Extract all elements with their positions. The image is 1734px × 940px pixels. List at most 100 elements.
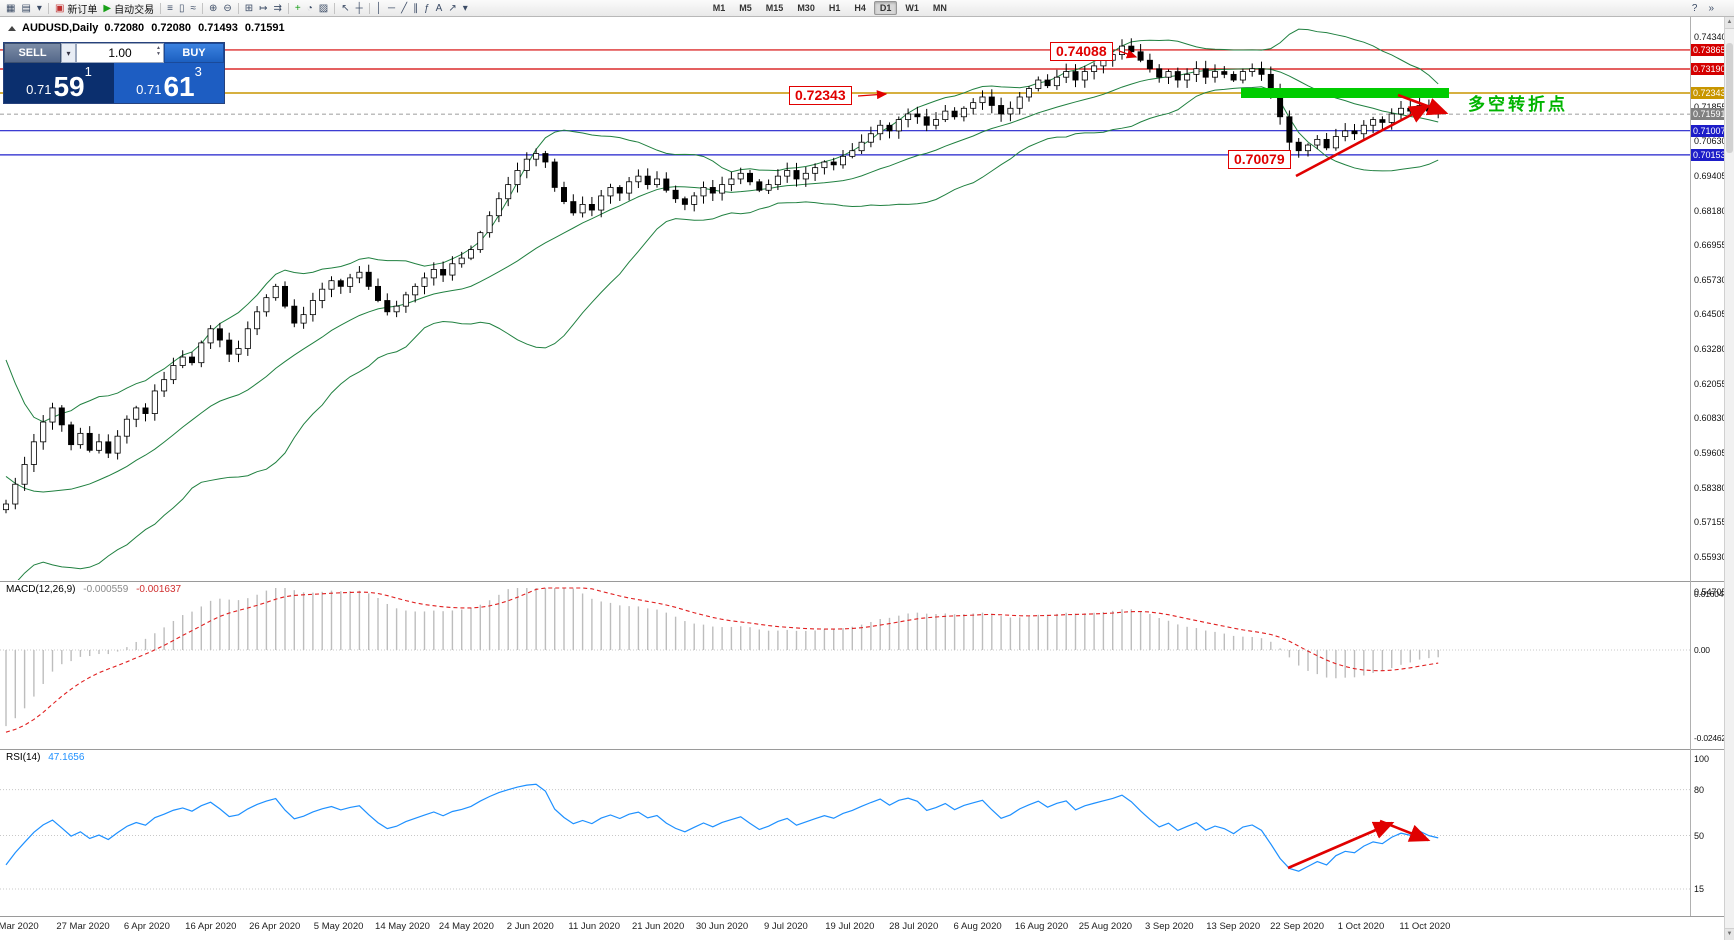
indicators-icon[interactable]: +	[294, 2, 301, 14]
timeframe-w1-button[interactable]: W1	[905, 3, 919, 13]
stepper-down-icon[interactable]: ▼	[156, 51, 161, 57]
price-tick: 0.57155	[1694, 517, 1727, 528]
date-label: 30 Jun 2020	[695, 921, 749, 932]
volume-value[interactable]: 1.00	[108, 46, 132, 60]
fibonacci-icon[interactable]: ƒ	[424, 2, 430, 14]
rsi-axis-label: 50	[1694, 830, 1705, 841]
zoom-in-icon[interactable]: ⊕	[208, 2, 218, 14]
toolbar-separator	[237, 2, 239, 14]
price-tick: 0.59605	[1694, 447, 1727, 458]
date-label: 26 Apr 2020	[249, 921, 301, 932]
toolbar-separator	[287, 2, 289, 14]
price-tick: 0.65730	[1694, 274, 1727, 285]
low-value: 0.71493	[198, 22, 238, 34]
crosshair-icon[interactable]: ┼	[355, 2, 363, 14]
chart-marker-icon	[8, 25, 16, 31]
macd-label: MACD(12,26,9) -0.000559 -0.001637	[6, 584, 186, 595]
periods-icon[interactable]: ◔	[306, 2, 313, 14]
new-chart-icon[interactable]: ▦	[6, 2, 16, 14]
sell-button[interactable]: SELL	[4, 43, 61, 63]
timeframe-m1-button[interactable]: M1	[712, 3, 726, 13]
timeframe-mn-button[interactable]: MN	[932, 3, 947, 13]
toolbar-separator	[160, 2, 162, 14]
date-label: 14 May 2020	[375, 921, 430, 932]
toolbar-more-icon[interactable]: »	[1708, 2, 1714, 14]
rsi-panel-divider[interactable]	[0, 749, 1734, 750]
buy-button[interactable]: BUY	[164, 43, 224, 63]
high-value: 0.72080	[151, 22, 191, 34]
date-label: 18 Mar 2020	[0, 921, 39, 932]
horizontal-line-icon[interactable]: ─	[387, 2, 396, 14]
one-click-trading-panel: SELL ▾ 1.00 ▲ ▼ BUY 0.71 59 1 0.71 61 3	[3, 42, 225, 104]
symbol-period-label: AUDUSD,Daily	[22, 22, 99, 34]
price-tick: 0.66955	[1694, 240, 1727, 251]
volume-dropdown[interactable]: ▾	[61, 43, 76, 63]
timeframe-h1-button[interactable]: H1	[828, 3, 841, 13]
timeframe-m15-button[interactable]: M15	[765, 3, 784, 13]
new-order-button[interactable]: ▣ 新订单	[54, 2, 98, 16]
cursor-icon[interactable]: ↖	[341, 2, 350, 14]
shapes-dropdown-icon[interactable]: ▾	[462, 2, 468, 14]
candlestick-chart-icon[interactable]: ▯	[178, 2, 185, 14]
scroll-down-icon[interactable]: ▼	[1725, 928, 1734, 940]
rsi-axis-label: 15	[1694, 884, 1705, 895]
auto-scroll-icon[interactable]: ↦	[259, 2, 268, 14]
channel-icon[interactable]: ∥	[413, 2, 419, 14]
date-label: 6 Apr 2020	[123, 921, 170, 932]
macd-panel[interactable]	[0, 582, 1690, 748]
price-tick: 0.70630	[1694, 136, 1727, 147]
trendline-icon[interactable]: ╱	[401, 2, 408, 14]
chart-shift-icon[interactable]: ⇉	[273, 2, 282, 14]
vertical-scrollbar[interactable]: ▲ ▼	[1724, 17, 1734, 940]
timeframe-h4-button[interactable]: H4	[854, 3, 866, 13]
volume-input[interactable]: 1.00 ▲ ▼	[76, 43, 164, 63]
rsi-axis-label: 80	[1694, 784, 1705, 795]
date-label: 13 Sep 2020	[1206, 921, 1261, 932]
bar-chart-icon[interactable]: ≡	[167, 2, 173, 14]
toolbar-separator	[201, 2, 203, 14]
macd-panel-divider[interactable]	[0, 581, 1734, 582]
date-label: 2 Jun 2020	[506, 921, 554, 932]
ohlc-readout: 0.72080 0.72080 0.71493 0.71591	[104, 22, 288, 34]
date-label: 19 Jul 2020	[825, 921, 875, 932]
tile-windows-icon[interactable]: ⊞	[244, 2, 254, 14]
date-label: 1 Oct 2020	[1337, 921, 1385, 932]
vertical-line-icon[interactable]: │	[375, 2, 382, 14]
timeframe-d1-button[interactable]: D1	[873, 1, 898, 15]
date-label: 22 Sep 2020	[1270, 921, 1325, 932]
line-chart-icon[interactable]: ≈	[190, 2, 196, 14]
scrollbar-thumb[interactable]	[1726, 43, 1733, 153]
timeframe-m30-button[interactable]: M30	[797, 3, 815, 13]
date-label: 24 May 2020	[438, 921, 494, 932]
close-value: 0.71591	[244, 22, 285, 34]
volume-stepper[interactable]: ▲ ▼	[156, 45, 161, 57]
sell-price[interactable]: 0.71 59 1	[4, 63, 114, 103]
text-icon[interactable]: A	[435, 2, 443, 14]
scroll-up-icon[interactable]: ▲	[1725, 17, 1734, 29]
price-tick: 0.63280	[1694, 344, 1727, 355]
profiles-icon[interactable]: ▤	[21, 2, 31, 14]
open-value: 0.72080	[104, 22, 145, 34]
price-tick: 0.69405	[1694, 170, 1727, 181]
autotrading-button[interactable]: ▶ 自动交易	[103, 2, 155, 16]
profiles-dropdown-icon[interactable]: ▾	[36, 2, 42, 14]
timeframe-m5-button[interactable]: M5	[739, 3, 752, 13]
rsi-label: RSI(14) 47.1656	[6, 752, 89, 763]
price-tick: 0.54705	[1694, 586, 1727, 597]
chart-title: AUDUSD,Daily 0.72080 0.72080 0.71493 0.7…	[8, 22, 289, 34]
low-price-label: 0.70079	[1228, 150, 1291, 169]
price-axis-divider	[1690, 17, 1691, 916]
arrows-icon[interactable]: ↗	[448, 2, 457, 14]
zoom-out-icon[interactable]: ⊖	[223, 2, 232, 14]
help-icon[interactable]: ?	[1691, 2, 1698, 14]
macd-axis-label: 0.016048	[1694, 589, 1728, 599]
peak-price-label: 0.74088	[1050, 42, 1113, 61]
rsi-panel[interactable]	[0, 750, 1690, 915]
date-label: 21 Jun 2020	[631, 921, 685, 932]
date-label: 6 Aug 2020	[953, 921, 1002, 932]
templates-icon[interactable]: ▨	[318, 2, 329, 14]
macd-main-value: -0.000559	[83, 584, 129, 595]
price-tick: 0.71855	[1694, 101, 1727, 112]
breakout-price-label: 0.72343	[789, 86, 852, 105]
buy-price[interactable]: 0.71 61 3	[114, 63, 224, 103]
